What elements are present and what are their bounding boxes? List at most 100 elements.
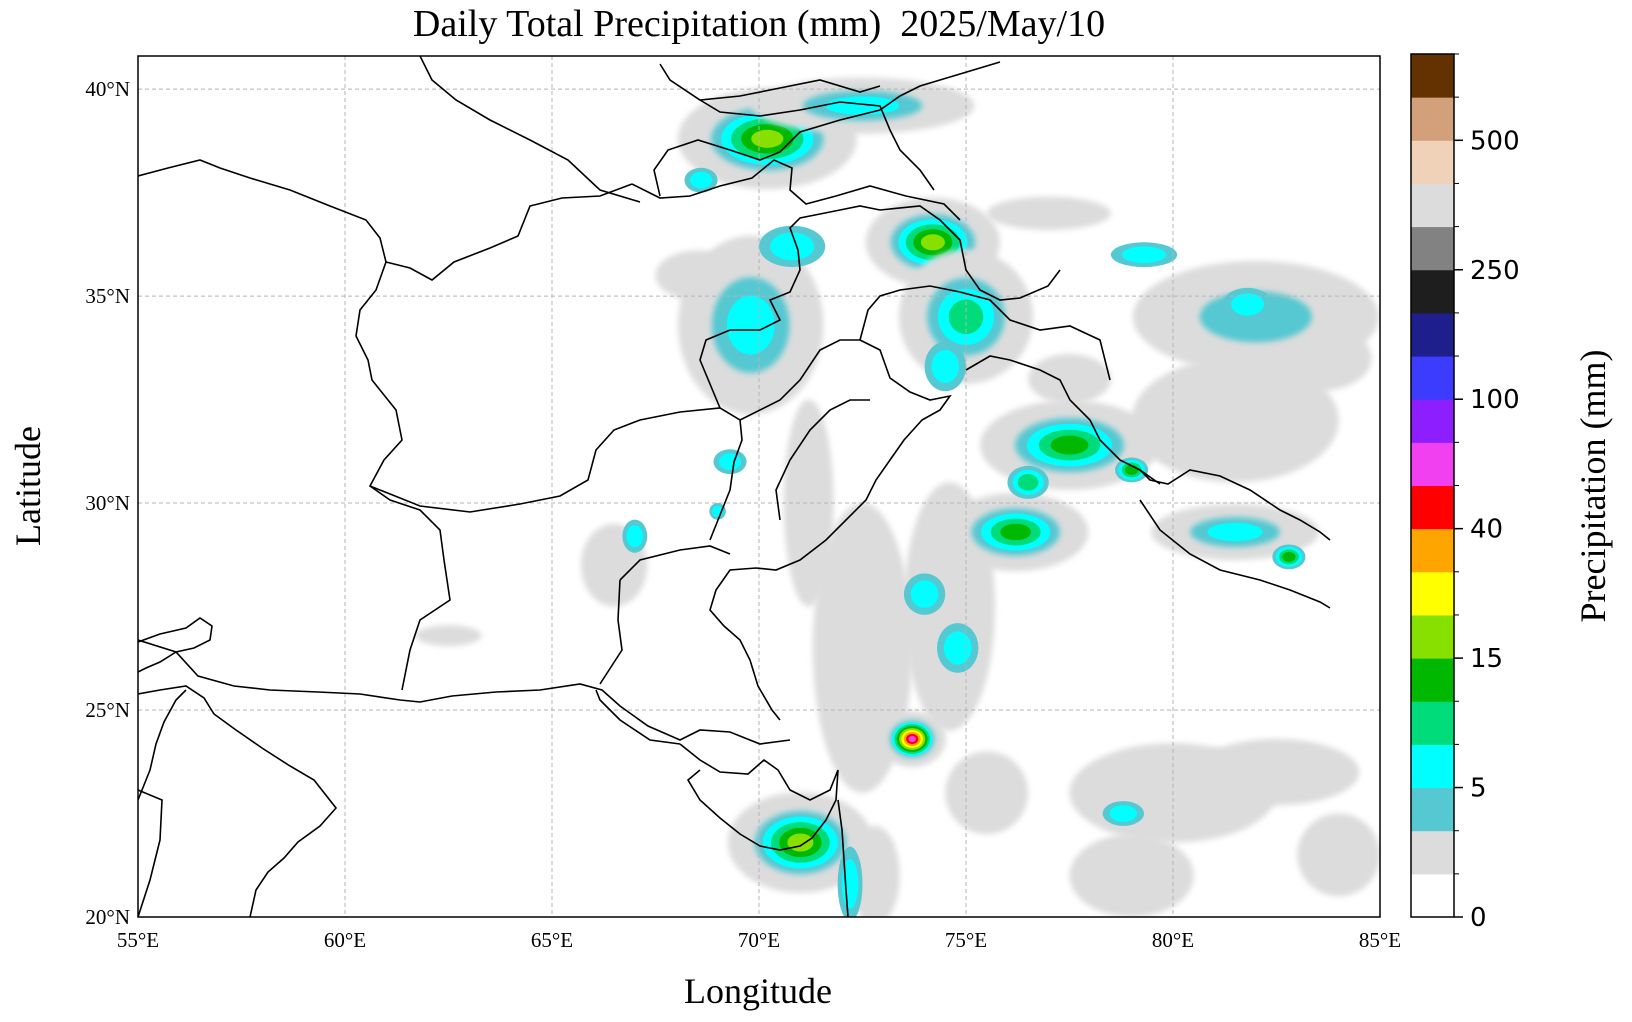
lon-tick-label: 85°E bbox=[1359, 928, 1401, 952]
colorbar-segment bbox=[1411, 701, 1454, 745]
rain-area-light bbox=[1297, 813, 1380, 897]
arabia-coastline bbox=[138, 685, 338, 917]
pak-india-border bbox=[595, 689, 681, 745]
plot-frame bbox=[137, 55, 1381, 918]
longitude-axis: 55°E 60°E 65°E 70°E 75°E 80°E 85°E bbox=[117, 928, 1401, 952]
colorbar-segment bbox=[1411, 269, 1454, 314]
colorbar-segment bbox=[1411, 614, 1454, 659]
lon-tick-label: 80°E bbox=[1152, 928, 1194, 952]
rain-area bbox=[1050, 435, 1089, 455]
colorbar-tick-label: 40 bbox=[1470, 515, 1503, 545]
colorbar-segment bbox=[1411, 658, 1454, 702]
colorbar-segment bbox=[1411, 528, 1454, 573]
iran-coastline bbox=[138, 639, 791, 745]
turkmenistan-iran-border bbox=[138, 159, 633, 281]
kashmir-border bbox=[859, 285, 1111, 381]
rain-area bbox=[908, 735, 916, 743]
colorbar-segment bbox=[1411, 54, 1454, 98]
lon-tick-label: 55°E bbox=[117, 928, 159, 952]
tajik-border bbox=[653, 61, 1001, 197]
colorbar: 0 5 15 40 100 250 500 bbox=[1410, 53, 1520, 933]
colorbar-segment bbox=[1411, 873, 1454, 918]
kyrgyz-border bbox=[699, 99, 935, 191]
colorbar-tick-label: 100 bbox=[1470, 385, 1520, 415]
colorbar-segment bbox=[1411, 485, 1454, 530]
lon-tick-label: 70°E bbox=[738, 928, 780, 952]
rain-area-light bbox=[986, 196, 1111, 230]
x-axis-label: Longitude bbox=[684, 971, 832, 1011]
rain-area-light bbox=[945, 751, 1029, 835]
iran-afghan-border bbox=[355, 261, 451, 691]
uzbek-border bbox=[659, 63, 881, 101]
nepal-border bbox=[1139, 469, 1331, 541]
colorbar-segment bbox=[1411, 312, 1454, 357]
colorbar-segment bbox=[1411, 356, 1454, 400]
lat-tick-label: 30°N bbox=[85, 491, 130, 515]
colorbar-label: Precipitation (mm) bbox=[1573, 350, 1613, 623]
rain-area-light bbox=[1131, 358, 1339, 483]
rain-cell bbox=[1230, 293, 1265, 316]
pakistan-province-border bbox=[739, 339, 860, 421]
india-china-border bbox=[965, 355, 1161, 485]
colorbar-segment bbox=[1411, 97, 1454, 141]
rain-cell bbox=[1121, 246, 1167, 263]
nepal-border bbox=[1139, 499, 1331, 609]
rain-cell bbox=[626, 525, 644, 548]
colorbar-segment bbox=[1411, 787, 1454, 832]
pakistan-province-border bbox=[775, 399, 870, 521]
rain-area bbox=[920, 234, 945, 251]
lat-tick-label: 25°N bbox=[85, 698, 130, 722]
uzbek-border bbox=[419, 56, 641, 203]
rain-cell bbox=[770, 232, 815, 261]
rain-area bbox=[787, 833, 814, 852]
pakistan-interior bbox=[599, 579, 623, 685]
colorbar-segment bbox=[1411, 571, 1454, 616]
lon-tick-label: 60°E bbox=[324, 928, 366, 952]
arabia-coastline bbox=[138, 617, 213, 673]
rain-cell bbox=[1282, 551, 1296, 562]
kashmir-border bbox=[879, 205, 1061, 301]
colorbar-tick-label: 0 bbox=[1470, 903, 1487, 933]
rain-area bbox=[726, 295, 775, 355]
colorbar-segment bbox=[1411, 399, 1454, 443]
oman-border bbox=[138, 689, 187, 801]
gridlines bbox=[138, 56, 1380, 917]
rain-cell bbox=[690, 171, 713, 189]
lat-tick-label: 20°N bbox=[85, 905, 130, 929]
colorbar-segment bbox=[1411, 183, 1454, 228]
rain-area bbox=[751, 129, 784, 148]
rain-cell bbox=[943, 631, 972, 665]
lat-tick-label: 35°N bbox=[85, 284, 130, 308]
pakistan-interior bbox=[619, 545, 731, 581]
rain-area bbox=[1207, 522, 1263, 542]
colorbar-tick-label: 5 bbox=[1470, 774, 1487, 804]
rain-area-light bbox=[415, 625, 482, 646]
colorbar-segment bbox=[1411, 226, 1454, 271]
rain-area-light bbox=[1069, 834, 1194, 917]
india-coastline bbox=[837, 799, 849, 917]
rain-area-light bbox=[1028, 354, 1111, 404]
colorbar-segment bbox=[1411, 442, 1454, 486]
colorbar-segment bbox=[1411, 140, 1454, 184]
lat-tick-label: 40°N bbox=[85, 77, 130, 101]
colorbar-tick-label: 500 bbox=[1470, 126, 1520, 156]
rain-cell bbox=[1017, 474, 1039, 491]
arabia-interior bbox=[138, 789, 163, 917]
colorbar-segment bbox=[1411, 830, 1454, 875]
rain-area-light bbox=[1193, 739, 1360, 806]
colorbar-tick-label: 250 bbox=[1470, 256, 1520, 286]
rain-cell bbox=[718, 453, 742, 470]
pak-india-border bbox=[709, 339, 952, 721]
afghan-pak-border bbox=[699, 205, 881, 409]
gujarat-coastline bbox=[679, 743, 839, 851]
precipitation-field bbox=[415, 77, 1380, 917]
rain-area bbox=[825, 96, 900, 115]
lon-tick-label: 65°E bbox=[531, 928, 573, 952]
lon-tick-label: 75°E bbox=[945, 928, 987, 952]
rain-cell bbox=[1109, 805, 1138, 822]
country-borders bbox=[138, 56, 1331, 917]
tajik-afghan-border bbox=[631, 159, 961, 221]
y-axis-label: Latitude bbox=[8, 426, 48, 546]
rain-area bbox=[1000, 523, 1032, 541]
